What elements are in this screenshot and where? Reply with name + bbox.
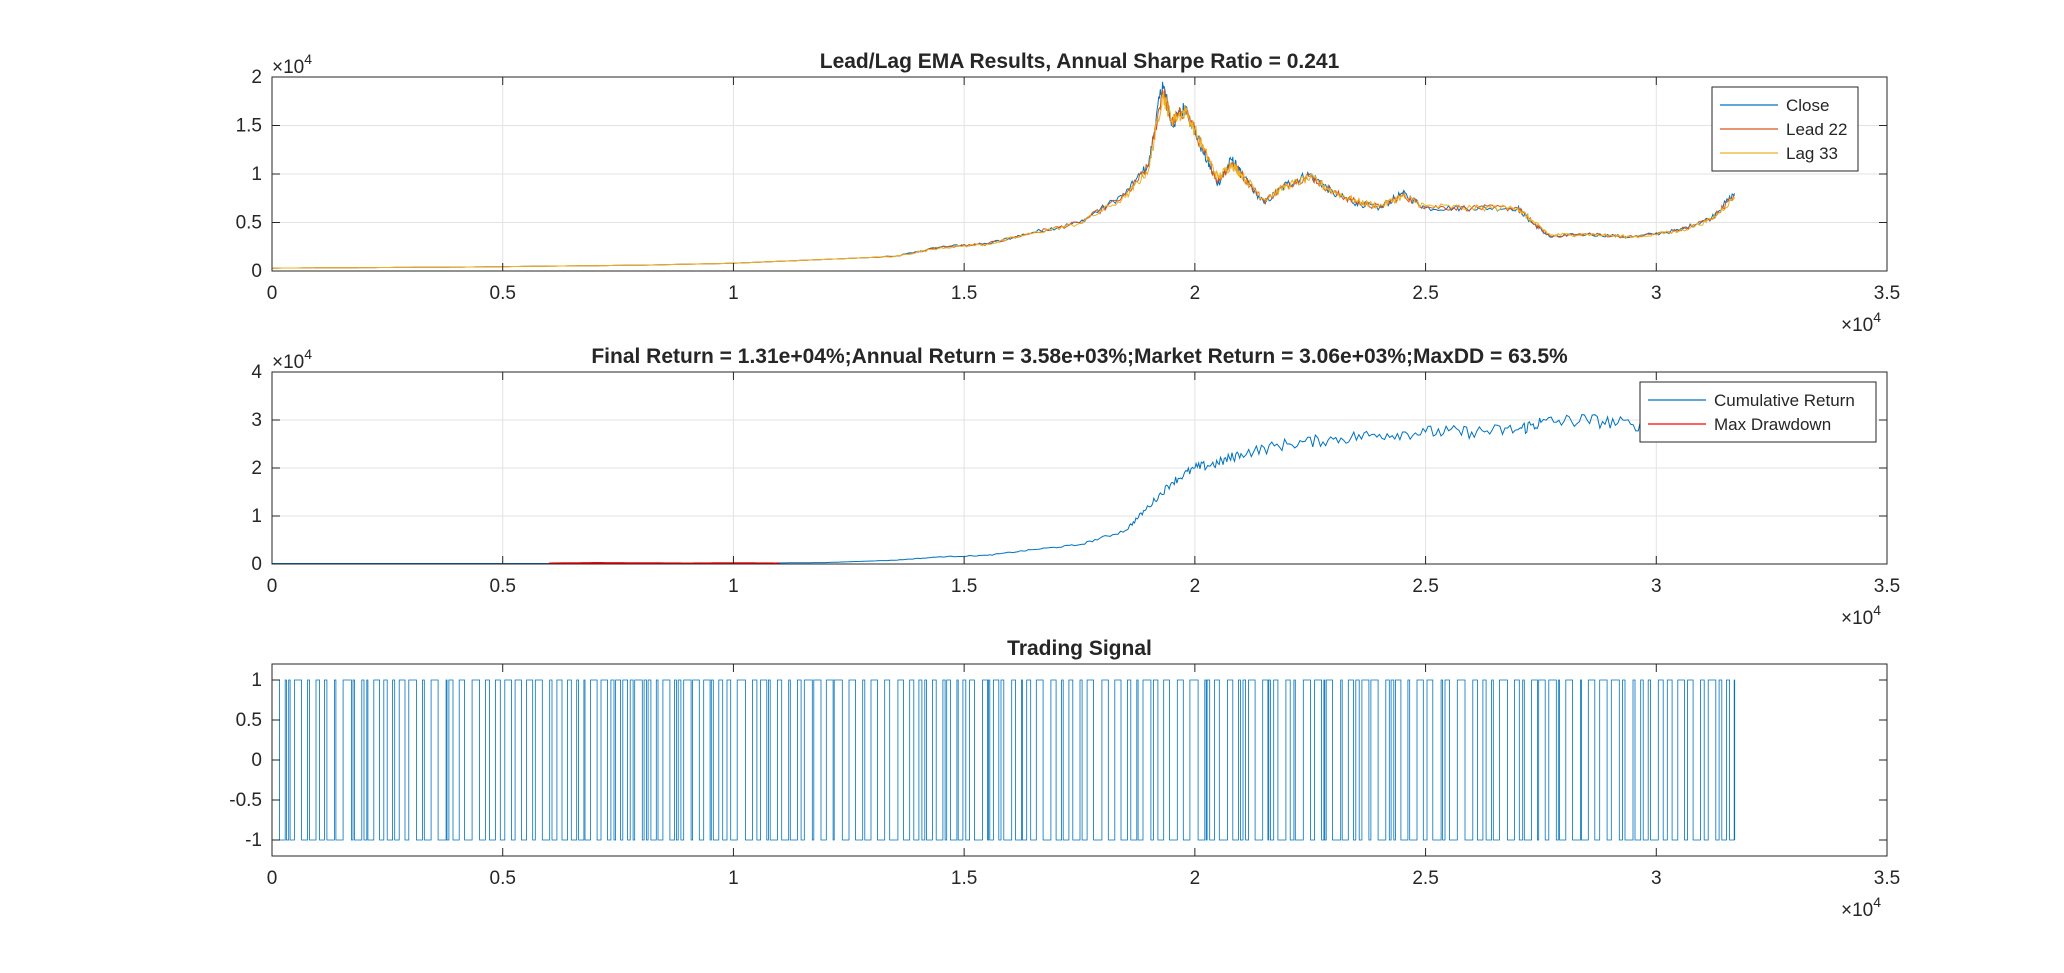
- y-tick-label: 2: [251, 458, 262, 479]
- legend-label: Cumulative Return: [1714, 391, 1855, 410]
- data-layer: [272, 679, 1736, 841]
- x-tick-label: 2: [1190, 868, 1201, 889]
- x-multiplier-base: ×10: [1841, 608, 1873, 629]
- subplot-title: Trading Signal: [1007, 637, 1152, 660]
- x-tick-label: 2: [1190, 283, 1201, 304]
- y-tick-label: 0: [251, 750, 262, 771]
- y-multiplier-base: ×10: [272, 352, 304, 373]
- legend-box: [1639, 381, 1877, 443]
- legend: Close Lead 22 Lag 33: [1711, 86, 1859, 172]
- x-tick-label: 0.5: [490, 576, 516, 597]
- x-tick-label: 1: [728, 576, 739, 597]
- legend: Cumulative Return Max Drawdown: [1639, 381, 1877, 443]
- y-tick-label: 0: [251, 261, 262, 282]
- x-tick-label: 1.5: [951, 868, 977, 889]
- data-layer: [272, 81, 1736, 269]
- x-tick-label: 3: [1651, 868, 1662, 889]
- x-tick-label: 0.5: [490, 868, 516, 889]
- y-multiplier-base: ×10: [272, 57, 304, 78]
- x-multiplier-exponent: 4: [1873, 894, 1881, 910]
- subplot-title: Lead/Lag EMA Results, Annual Sharpe Rati…: [820, 50, 1340, 73]
- y-multiplier-exponent: 4: [304, 51, 312, 67]
- signal-series-line: [272, 679, 1736, 841]
- y-tick-label: 0.5: [236, 710, 262, 731]
- x-multiplier-exponent: 4: [1873, 602, 1881, 618]
- x-tick-label: 0: [267, 576, 278, 597]
- x-multiplier-base: ×10: [1841, 315, 1873, 336]
- x-tick-label: 3.5: [1874, 576, 1900, 597]
- x-tick-label: 3: [1651, 576, 1662, 597]
- y-tick-label: -0.5: [229, 790, 262, 811]
- x-tick-label: 2.5: [1412, 576, 1438, 597]
- x-tick-label: 0.5: [490, 283, 516, 304]
- x-tick-label: 2.5: [1412, 868, 1438, 889]
- legend-label: Lag 33: [1786, 144, 1838, 163]
- x-multiplier-exponent: 4: [1873, 309, 1881, 325]
- x-tick-label: 1: [728, 868, 739, 889]
- y-tick-label: 1.5: [236, 116, 262, 137]
- y-tick-label: 0: [251, 554, 262, 575]
- y-tick-label: 0.5: [236, 213, 262, 234]
- x-tick-label: 3: [1651, 283, 1662, 304]
- y-axis-multiplier: ×104: [272, 51, 312, 78]
- y-tick-label: 4: [251, 362, 262, 383]
- x-tick-label: 1.5: [951, 283, 977, 304]
- x-tick-label: 2.5: [1412, 283, 1438, 304]
- legend-label: Max Drawdown: [1714, 415, 1831, 434]
- x-multiplier-base: ×10: [1841, 900, 1873, 921]
- subplot-title: Final Return = 1.31e+04%;Annual Return =…: [591, 345, 1568, 368]
- series-line-2: [548, 562, 780, 564]
- subplot-3: 0 0.5 1 1.5 2 2.5 3 3.5 -1 -0.5 0 0.5 1 Trading Signa…: [229, 637, 1900, 921]
- data-layer: [272, 409, 1736, 564]
- y-tick-label: -1: [245, 830, 262, 851]
- series-line-1: [272, 409, 1736, 564]
- x-axis-multiplier: ×104: [1841, 894, 1881, 921]
- y-tick-label: 1: [251, 670, 262, 691]
- x-axis-multiplier: ×104: [1841, 602, 1881, 629]
- axes-background: [272, 664, 1887, 856]
- legend-label: Lead 22: [1786, 120, 1847, 139]
- x-tick-label: 0: [267, 283, 278, 304]
- y-tick-label: 3: [251, 410, 262, 431]
- y-multiplier-exponent: 4: [304, 346, 312, 362]
- x-tick-label: 3.5: [1874, 868, 1900, 889]
- legend-label: Close: [1786, 96, 1829, 115]
- subplot-1: 0 0.5 1 1.5 2 2.5 3 3.5 0 0.5 1 1.5 2 Lead/Lag EMA Re…: [236, 50, 1901, 336]
- y-tick-label: 1: [251, 164, 262, 185]
- y-axis-multiplier: ×104: [272, 346, 312, 373]
- x-tick-label: 1.5: [951, 576, 977, 597]
- x-tick-label: 1: [728, 283, 739, 304]
- series-line-3: [272, 92, 1736, 269]
- y-tick-label: 1: [251, 506, 262, 527]
- x-tick-label: 3.5: [1874, 283, 1900, 304]
- x-tick-label: 0: [267, 868, 278, 889]
- x-axis-multiplier: ×104: [1841, 309, 1881, 336]
- x-tick-label: 2: [1190, 576, 1201, 597]
- subplot-2: 0 0.5 1 1.5 2 2.5 3 3.5 0 1 2 3 4 Final Return = 1.31…: [251, 345, 1900, 629]
- y-tick-label: 2: [251, 67, 262, 88]
